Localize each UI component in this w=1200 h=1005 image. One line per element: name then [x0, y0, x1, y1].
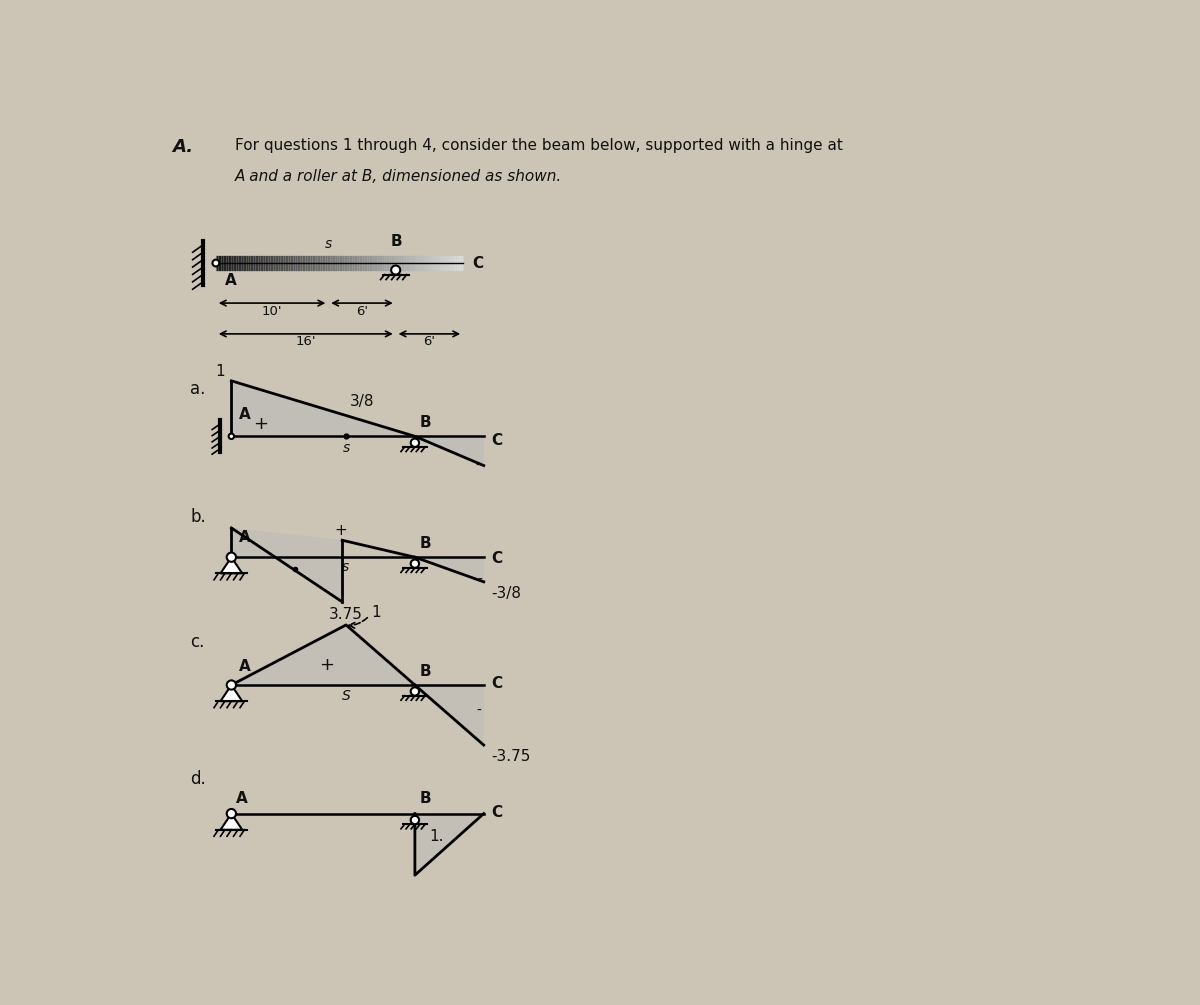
Circle shape	[391, 265, 401, 274]
Polygon shape	[275, 557, 342, 602]
Text: C: C	[492, 676, 503, 691]
Text: 3.75: 3.75	[329, 607, 362, 622]
Polygon shape	[221, 814, 242, 830]
Text: -3/8: -3/8	[492, 586, 522, 601]
Polygon shape	[415, 557, 484, 582]
Circle shape	[227, 680, 236, 689]
Polygon shape	[232, 625, 415, 685]
Polygon shape	[232, 381, 415, 436]
Text: C: C	[492, 805, 503, 819]
Text: A: A	[236, 791, 247, 806]
Text: A: A	[239, 530, 251, 545]
Polygon shape	[415, 436, 484, 465]
Polygon shape	[415, 685, 484, 745]
Text: 6': 6'	[424, 336, 436, 349]
Polygon shape	[232, 528, 342, 557]
Text: B: B	[420, 663, 431, 678]
Text: B: B	[420, 415, 431, 430]
Circle shape	[410, 438, 419, 447]
Text: s: s	[342, 441, 349, 454]
Polygon shape	[221, 557, 242, 574]
Polygon shape	[221, 685, 242, 701]
Circle shape	[229, 433, 234, 439]
Text: d.: d.	[191, 770, 206, 788]
Circle shape	[410, 560, 419, 568]
Text: C: C	[492, 551, 503, 566]
Text: B: B	[420, 791, 431, 806]
Circle shape	[410, 687, 419, 695]
Text: 10': 10'	[262, 305, 282, 318]
Text: A.: A.	[172, 139, 193, 157]
Text: 1: 1	[371, 605, 380, 620]
Text: 1: 1	[216, 365, 226, 379]
Text: s: s	[325, 236, 332, 250]
Circle shape	[227, 809, 236, 818]
Text: -3.75: -3.75	[492, 749, 530, 764]
Text: -: -	[478, 573, 482, 586]
Text: For questions 1 through 4, consider the beam below, supported with a hinge at: For questions 1 through 4, consider the …	[235, 139, 844, 154]
Text: C: C	[492, 432, 503, 447]
Text: a.: a.	[191, 380, 205, 398]
Text: +: +	[335, 523, 347, 538]
Text: C: C	[473, 255, 484, 270]
Text: 16': 16'	[295, 336, 316, 349]
Text: 1.: 1.	[428, 829, 443, 844]
Text: B: B	[420, 536, 431, 551]
Text: b.: b.	[191, 508, 206, 526]
Text: -: -	[476, 705, 481, 718]
Text: A: A	[226, 272, 236, 287]
Circle shape	[212, 259, 220, 266]
Text: 3/8: 3/8	[350, 394, 374, 409]
Text: S: S	[342, 689, 350, 704]
Text: B: B	[391, 234, 403, 249]
Text: s: s	[342, 560, 349, 574]
Text: +: +	[319, 655, 335, 673]
Circle shape	[227, 553, 236, 562]
Circle shape	[410, 816, 419, 824]
Text: -: -	[475, 458, 480, 472]
Text: A: A	[239, 659, 251, 674]
Polygon shape	[415, 814, 484, 875]
Text: c.: c.	[191, 633, 205, 650]
Text: +: +	[253, 415, 268, 432]
Text: A: A	[239, 407, 251, 422]
Text: A and a roller at B, dimensioned as shown.: A and a roller at B, dimensioned as show…	[235, 169, 563, 184]
Text: 6': 6'	[356, 305, 368, 318]
